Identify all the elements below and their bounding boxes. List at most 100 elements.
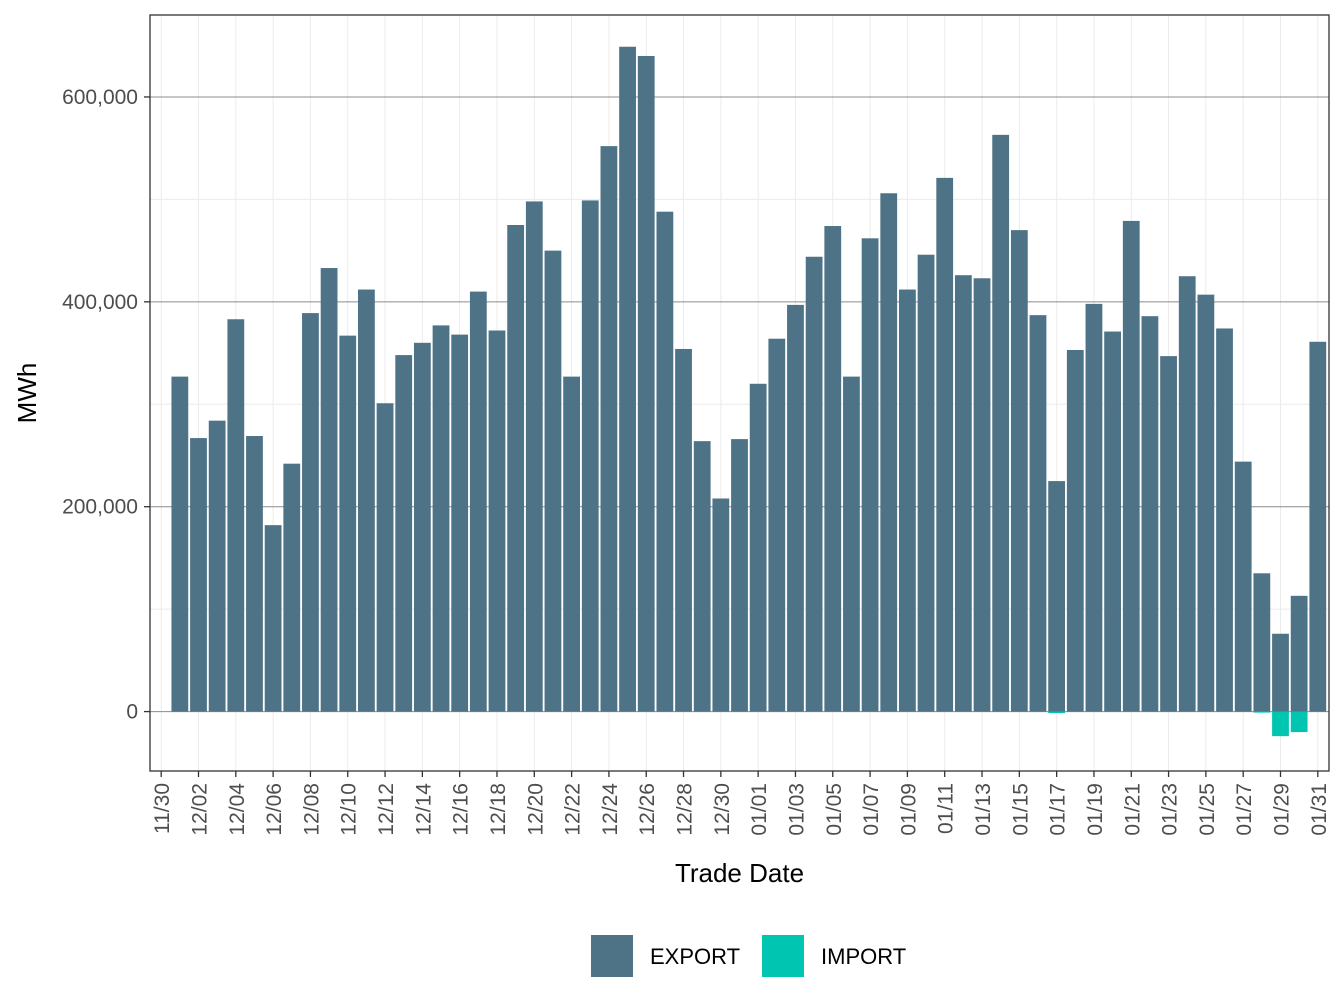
x-tick-label: 12/24 <box>599 783 622 836</box>
x-tick-label: 01/21 <box>1121 783 1144 836</box>
bar-export-01-11 <box>936 177 954 712</box>
bar-export-01-31 <box>1309 341 1327 712</box>
bar-export-12-09 <box>320 268 338 712</box>
bar-export-01-30 <box>1290 595 1308 712</box>
bar-export-12-10 <box>339 335 357 712</box>
x-tick-label: 12/16 <box>450 783 473 836</box>
x-tick-label: 01/01 <box>748 783 771 836</box>
bar-export-01-09 <box>899 289 916 712</box>
x-tick-label: 12/12 <box>375 783 398 836</box>
bar-export-01-28 <box>1253 573 1271 712</box>
x-axis-title: Trade Date <box>675 858 804 888</box>
bar-export-01-13 <box>973 278 991 712</box>
bar-export-01-07 <box>861 238 879 712</box>
bar-export-01-15 <box>1010 230 1028 712</box>
bar-export-12-15 <box>432 325 450 712</box>
x-tick-label: 01/29 <box>1270 783 1293 836</box>
bars-layer <box>171 46 1327 737</box>
bar-export-12-31 <box>731 439 748 712</box>
bar-export-12-30 <box>712 498 730 712</box>
y-tick-label: 0 <box>126 701 138 724</box>
legend-label-import: IMPORT <box>821 944 906 969</box>
bar-export-01-19 <box>1085 303 1103 712</box>
bar-export-01-04 <box>805 256 823 712</box>
x-tick-label: 01/05 <box>823 783 846 836</box>
x-tick-label: 12/26 <box>636 783 659 836</box>
y-axis: 0 200,000 400,000 600,000 <box>62 86 150 724</box>
legend-key-export <box>591 935 633 977</box>
bar-export-12-11 <box>358 289 375 712</box>
bar-export-12-26 <box>637 55 655 712</box>
x-tick-label: 01/15 <box>1009 783 1032 836</box>
bar-export-01-20 <box>1104 331 1121 712</box>
x-tick-label: 01/25 <box>1196 783 1219 836</box>
bar-export-01-16 <box>1029 315 1047 712</box>
bar-export-01-22 <box>1141 316 1159 712</box>
bar-export-01-05 <box>824 226 842 712</box>
bar-export-01-27 <box>1234 461 1252 712</box>
x-tick-label: 12/20 <box>524 783 547 836</box>
bar-import-01-17 <box>1048 711 1066 714</box>
bar-export-12-23 <box>581 200 599 712</box>
bar-export-12-13 <box>395 355 413 712</box>
x-tick-label: 01/23 <box>1159 783 1182 836</box>
x-tick-label: 01/31 <box>1308 783 1331 836</box>
legend: EXPORT IMPORT <box>591 935 906 977</box>
bar-export-12-07 <box>283 463 301 712</box>
x-tick-label: 12/08 <box>300 783 323 836</box>
x-tick-label: 11/30 <box>151 783 174 834</box>
bar-export-12-18 <box>488 330 506 712</box>
bar-export-01-18 <box>1066 349 1084 712</box>
bar-export-01-26 <box>1216 328 1233 712</box>
y-tick-label: 400,000 <box>62 291 138 314</box>
bar-export-12-28 <box>675 348 692 712</box>
x-tick-label: 12/22 <box>562 783 585 836</box>
bar-export-01-06 <box>843 376 860 712</box>
bar-export-01-01 <box>749 383 767 712</box>
plot-panel-border <box>149 14 1330 772</box>
x-tick-label: 01/19 <box>1084 783 1107 836</box>
bar-export-12-08 <box>302 313 319 712</box>
bar-export-12-22 <box>563 376 580 712</box>
x-tick-label: 12/10 <box>338 783 361 836</box>
x-axis: 11/30 12/02 12/04 12/06 12/08 12/10 12/12 12/14… <box>151 771 1331 836</box>
x-tick-label: 01/27 <box>1233 783 1256 836</box>
bar-export-12-24 <box>600 146 618 712</box>
bar-import-01-29 <box>1272 711 1289 737</box>
bar-export-01-23 <box>1160 356 1177 712</box>
y-tick-label: 600,000 <box>62 86 138 109</box>
y-tick-label: 200,000 <box>62 496 138 519</box>
x-tick-label: 01/13 <box>972 783 995 836</box>
bar-export-12-20 <box>525 201 543 712</box>
legend-key-import <box>762 935 804 977</box>
x-tick-label: 12/30 <box>711 783 734 836</box>
bar-import-01-28 <box>1253 711 1271 713</box>
x-tick-label: 01/07 <box>860 783 883 836</box>
bar-export-12-05 <box>246 436 263 712</box>
bar-export-12-21 <box>544 250 562 712</box>
bar-export-12-25 <box>619 46 636 712</box>
x-tick-label: 01/03 <box>785 783 808 836</box>
bar-export-01-17 <box>1048 481 1066 712</box>
bar-export-01-25 <box>1197 294 1215 712</box>
y-axis-title: MWh <box>12 363 42 424</box>
x-tick-label: 12/28 <box>674 783 697 836</box>
bar-import-01-30 <box>1290 711 1308 733</box>
x-tick-label: 12/18 <box>487 783 510 836</box>
bar-export-12-02 <box>190 438 207 712</box>
bar-export-12-17 <box>469 291 487 712</box>
bar-export-01-08 <box>880 193 898 712</box>
bar-export-01-03 <box>787 304 804 712</box>
bar-export-12-16 <box>451 334 469 712</box>
bar-export-12-06 <box>264 525 282 712</box>
bar-export-12-19 <box>507 225 525 712</box>
bar-export-12-27 <box>656 211 674 712</box>
x-tick-label: 12/02 <box>189 783 212 836</box>
bar-export-01-10 <box>917 254 935 712</box>
bar-export-12-29 <box>693 441 711 712</box>
bar-export-12-14 <box>413 342 431 712</box>
x-tick-label: 01/17 <box>1047 783 1070 836</box>
bar-export-01-21 <box>1122 220 1140 712</box>
